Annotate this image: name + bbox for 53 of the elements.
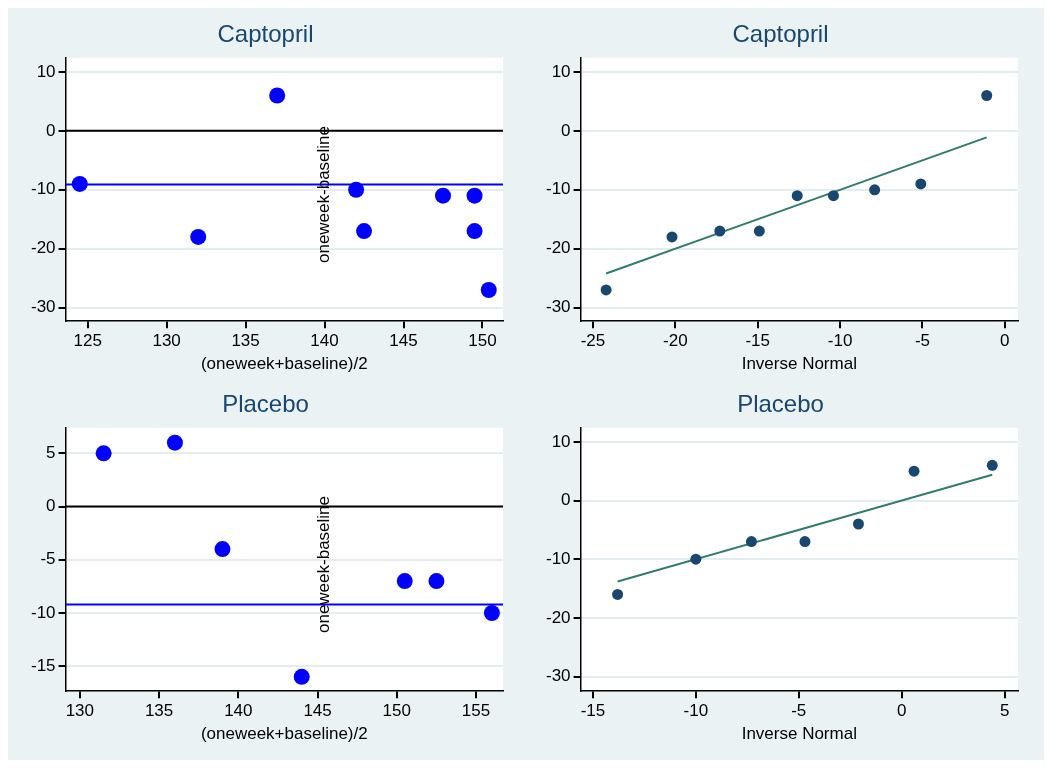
- y-tick-label: 5: [46, 443, 56, 463]
- y-tick-label: 0: [46, 120, 56, 140]
- x-tick-label: -5: [791, 701, 807, 721]
- x-tick-label: 150: [382, 701, 411, 721]
- x-axis-title: Inverse Normal: [741, 724, 857, 744]
- chart-title: Captopril: [732, 20, 829, 48]
- x-tick-label: 135: [231, 331, 260, 351]
- x-tick-label: -10: [683, 701, 709, 721]
- x-tick-label: 5: [999, 701, 1010, 721]
- y-tick-label: -30: [30, 297, 56, 317]
- y-tick-label: -30: [545, 297, 571, 317]
- x-tick-label: -15: [745, 331, 770, 351]
- y-tick-label: -15: [30, 655, 56, 675]
- y-tick-label: -10: [30, 602, 56, 622]
- x-tick-label: 140: [310, 331, 339, 351]
- x-tick-label: -15: [580, 701, 606, 721]
- x-tick-label: -5: [914, 331, 930, 351]
- x-tick-label: -20: [663, 331, 688, 351]
- x-tick-label: 140: [224, 701, 253, 721]
- x-tick-label: 145: [389, 331, 418, 351]
- y-tick-label: -30: [545, 666, 571, 686]
- y-tick-label: 0: [46, 496, 56, 516]
- x-tick-label: 150: [468, 331, 497, 351]
- x-axis-title: Inverse Normal: [741, 354, 857, 374]
- x-tick-label: 0: [1000, 331, 1010, 351]
- y-tick-label: -10: [545, 179, 571, 199]
- chart-title: Placebo: [737, 390, 824, 418]
- x-tick-label: 125: [73, 331, 102, 351]
- y-tick-label: 0: [561, 490, 571, 510]
- y-tick-label: -10: [545, 548, 571, 568]
- x-tick-label: 0: [896, 701, 907, 721]
- x-axis-title: (oneweek+baseline)/2: [200, 354, 368, 374]
- y-tick-label: 10: [36, 61, 56, 81]
- x-tick-label: 135: [144, 701, 174, 721]
- x-tick-label: -10: [827, 331, 853, 351]
- y-tick-label: -20: [545, 238, 571, 258]
- x-tick-label: 155: [461, 701, 491, 721]
- chart-title: Captopril: [217, 20, 314, 48]
- x-tick-label: 130: [152, 331, 181, 351]
- y-tick-label: 10: [551, 431, 571, 451]
- x-axis-title: (oneweek+baseline)/2: [200, 724, 368, 744]
- y-axis-title: oneweek-baseline: [313, 495, 333, 634]
- y-axis-title: oneweek-baseline: [313, 125, 333, 264]
- y-tick-label: -20: [30, 238, 56, 258]
- y-tick-label: 0: [561, 120, 571, 140]
- chart-title: Placebo: [222, 390, 309, 418]
- y-tick-label: -5: [40, 549, 56, 569]
- y-tick-label: 10: [551, 61, 571, 81]
- x-tick-label: 130: [65, 701, 95, 721]
- y-tick-label: -20: [545, 607, 571, 627]
- x-tick-label: -25: [580, 331, 606, 351]
- x-tick-label: 145: [303, 701, 332, 721]
- y-tick-label: -10: [30, 179, 56, 199]
